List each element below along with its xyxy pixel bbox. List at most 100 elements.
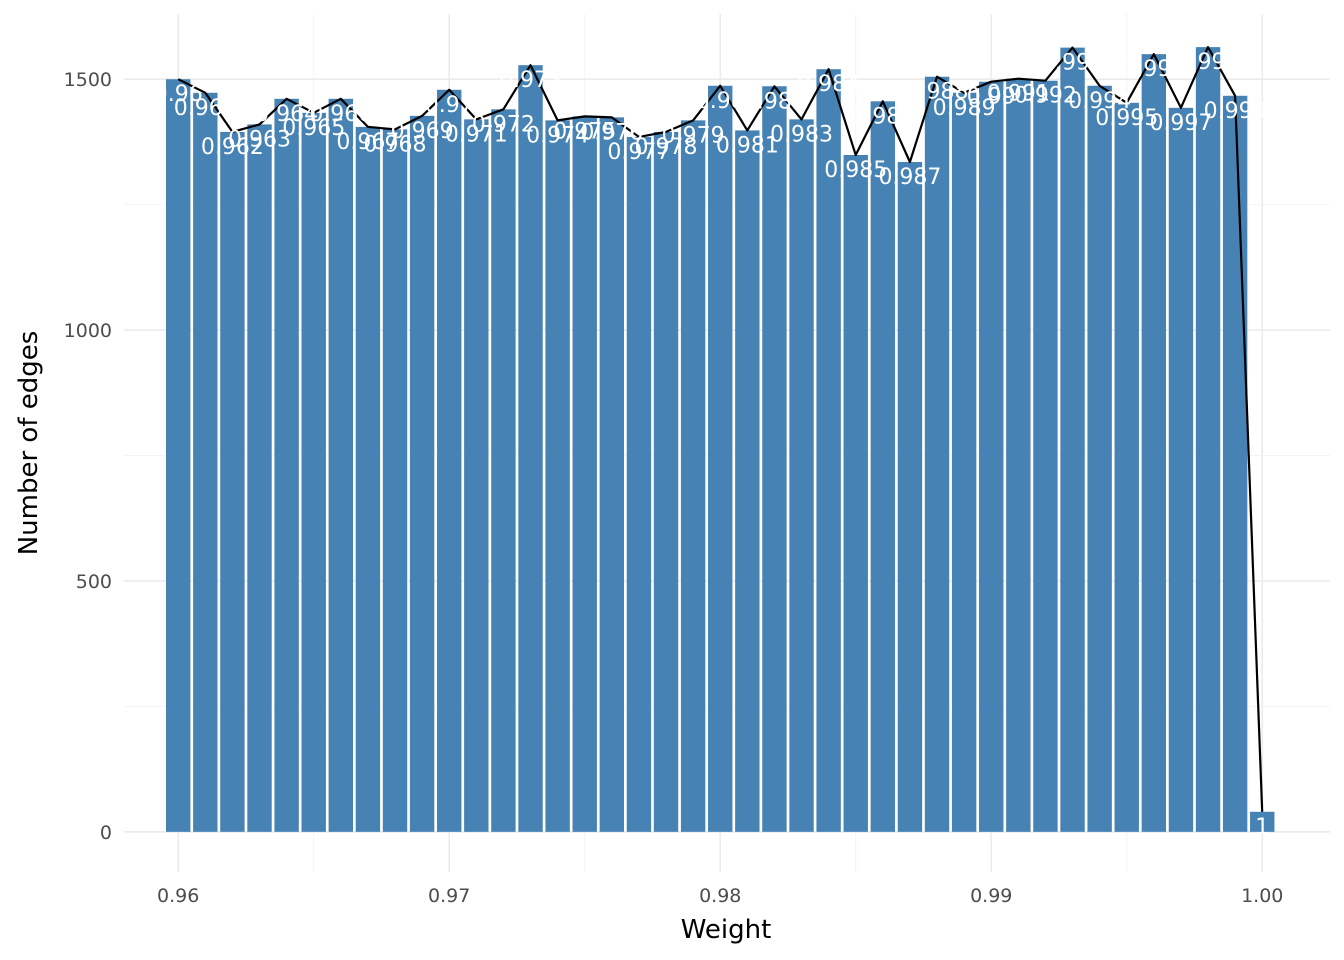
bar-label: 0.982 xyxy=(743,89,806,114)
bar-label: 0.994 xyxy=(1068,89,1131,114)
bar-label: 0.993 xyxy=(1041,51,1104,76)
frequency-line xyxy=(177,45,1264,812)
bar-label: 0.979 xyxy=(662,123,725,148)
bar xyxy=(491,109,516,832)
bar xyxy=(1141,54,1167,832)
bar xyxy=(1250,811,1275,832)
bar-label: 0.963 xyxy=(228,127,291,152)
bar-label: 0.98 xyxy=(696,89,745,114)
bar-label: 0.962 xyxy=(201,135,264,160)
bar xyxy=(1087,85,1112,832)
y-tick-label: 1000 xyxy=(64,320,112,342)
bar xyxy=(870,101,896,832)
y-axis-title: Number of edges xyxy=(14,331,44,556)
bar xyxy=(1060,47,1085,832)
bar-label: 0.973 xyxy=(499,68,562,93)
bar-label: 0.976 xyxy=(580,120,643,145)
x-tick-label: 1.00 xyxy=(1241,885,1283,907)
bar xyxy=(220,131,245,832)
bar xyxy=(518,65,543,832)
bar-label: 0.991 xyxy=(987,82,1050,107)
bar xyxy=(1114,102,1139,832)
bar-label: 0.988 xyxy=(906,80,969,105)
bar xyxy=(1195,47,1221,832)
bar xyxy=(762,86,787,832)
bar-label: 0.966 xyxy=(309,102,372,127)
y-tick-label: 0 xyxy=(100,822,112,844)
x-tick-label: 0.96 xyxy=(157,885,199,907)
bar xyxy=(1033,80,1058,832)
y-axis-ticks: 0 500 1000 1500 xyxy=(64,69,112,844)
bar xyxy=(301,112,326,832)
bar xyxy=(328,98,354,832)
bar-labels: 0.960.9610.9620.9630.9640.9650.9660.9670… xyxy=(154,50,1270,840)
bar xyxy=(653,131,679,832)
bar xyxy=(979,81,1004,832)
bar xyxy=(1222,95,1248,832)
bar-label: 0.996 xyxy=(1122,57,1185,82)
bar xyxy=(409,115,435,832)
bar-label: 0.99 xyxy=(967,85,1016,110)
bar-label: 0.989 xyxy=(933,96,996,121)
x-tick-label: 0.99 xyxy=(970,885,1012,907)
bar-label: 0.981 xyxy=(716,133,779,158)
bar-label: 0.997 xyxy=(1149,111,1212,136)
bar-label: 0.987 xyxy=(878,165,941,190)
bar xyxy=(355,126,381,832)
bar-label: 0.964 xyxy=(255,102,318,127)
bar xyxy=(599,117,625,832)
bar xyxy=(166,79,191,832)
bar-label: 0.995 xyxy=(1095,106,1158,131)
bar xyxy=(437,89,462,832)
bar-label: 0.983 xyxy=(770,122,833,147)
x-tick-label: 0.97 xyxy=(428,885,470,907)
bar-label: 0.969 xyxy=(391,119,454,144)
bar-label: 0.972 xyxy=(472,112,535,137)
bar-label: 0.977 xyxy=(607,140,670,165)
bar xyxy=(247,124,272,832)
bar xyxy=(626,136,652,832)
x-axis-title: Weight xyxy=(681,915,772,945)
bar-label: 0.974 xyxy=(526,123,589,148)
bar xyxy=(545,120,570,832)
bars xyxy=(166,47,1275,832)
bar xyxy=(789,119,814,832)
bar xyxy=(951,92,977,832)
frequency-line-path xyxy=(177,45,1264,812)
bar-label: 0.998 xyxy=(1177,50,1240,75)
bar xyxy=(843,154,868,832)
bar xyxy=(572,116,597,832)
bar xyxy=(1006,78,1031,832)
bar-label: 0.968 xyxy=(364,132,427,157)
bar-label: 0.97 xyxy=(425,93,474,118)
bar xyxy=(1168,107,1194,832)
bar-label: 0.975 xyxy=(553,119,616,144)
bar-label: 0.985 xyxy=(824,158,887,183)
bar-label: 0.999 xyxy=(1204,99,1267,124)
bar xyxy=(924,76,950,832)
bar-label: 0.992 xyxy=(1014,84,1077,109)
x-tick-label: 0.98 xyxy=(699,885,741,907)
bar-label: 1 xyxy=(1255,815,1269,840)
y-tick-label: 1500 xyxy=(64,69,112,91)
bar-label: 0.984 xyxy=(797,72,860,97)
bar xyxy=(464,119,489,832)
bar xyxy=(708,85,733,832)
bar xyxy=(193,92,218,832)
bar-label: 0.965 xyxy=(282,116,345,141)
bar xyxy=(274,98,299,832)
bar-label: 0.961 xyxy=(174,96,237,121)
bar xyxy=(897,162,923,832)
x-axis-ticks: 0.96 0.97 0.98 0.99 1.00 xyxy=(157,885,1283,907)
bar-label: 0.96 xyxy=(154,82,203,107)
bar-label: 0.978 xyxy=(635,135,698,160)
bar xyxy=(816,69,841,832)
bar-label: 0.986 xyxy=(851,104,914,129)
bar xyxy=(680,120,706,832)
bar-label: 0.967 xyxy=(336,130,399,155)
bar xyxy=(735,130,760,832)
bar-label: 0.971 xyxy=(445,122,508,147)
bar xyxy=(382,129,408,832)
y-tick-label: 500 xyxy=(76,571,112,593)
